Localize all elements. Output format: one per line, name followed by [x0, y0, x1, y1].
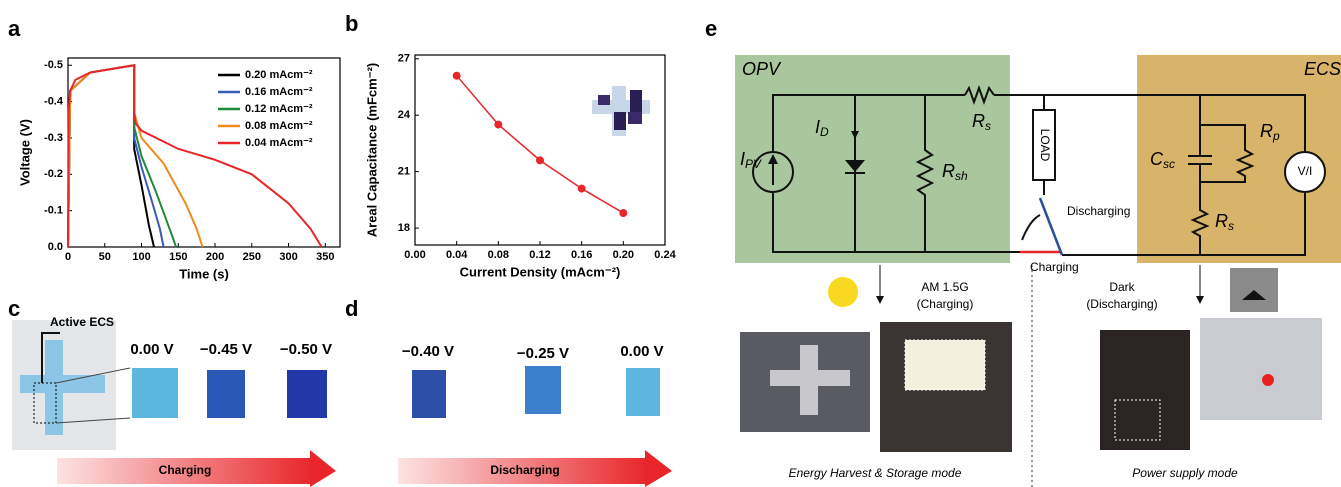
- y-tick-label: 18: [398, 222, 410, 234]
- panel-label: b: [345, 11, 358, 36]
- y-tick-label: 0.0: [48, 241, 63, 253]
- x-tick-label: 0.12: [529, 249, 550, 261]
- x-tick-label: 50: [99, 251, 111, 263]
- switch-label: Discharging: [1067, 204, 1130, 218]
- x-tick-label: 300: [279, 251, 297, 263]
- led: [1262, 374, 1274, 386]
- swatch: [287, 370, 327, 418]
- legend-label: 0.20 mAcm⁻²: [245, 69, 313, 81]
- voltage-label: 0.00 V: [130, 341, 173, 358]
- photo-detail: [905, 340, 985, 390]
- photo-detail: [800, 345, 818, 415]
- y-tick-label: -0.1: [44, 205, 63, 217]
- condition-label: AM 1.5G: [921, 280, 968, 294]
- data-point: [494, 121, 502, 129]
- y-tick-label: -0.5: [44, 59, 63, 71]
- x-axis-label: Current Density (mAcm⁻²): [460, 264, 621, 279]
- panel-label: a: [8, 16, 21, 41]
- x-tick-label: 200: [206, 251, 224, 263]
- voltage-label: −0.50 V: [280, 341, 332, 358]
- panel-label: d: [345, 296, 358, 321]
- legend-label: 0.08 mAcm⁻²: [245, 120, 313, 132]
- x-tick-label: 100: [132, 251, 150, 263]
- photo-detail: [45, 340, 63, 435]
- voltage-label: −0.25 V: [517, 345, 569, 362]
- voltage-label: 0.00 V: [620, 343, 663, 360]
- region-label: OPV: [742, 59, 782, 79]
- mode-label: Energy Harvest & Storage mode: [789, 466, 962, 480]
- photo: [1200, 318, 1322, 420]
- x-axis-label: Time (s): [179, 266, 229, 281]
- x-tick-label: 0.04: [446, 249, 468, 261]
- legend-label: 0.12 mAcm⁻²: [245, 103, 313, 115]
- x-tick-label: 250: [243, 251, 261, 263]
- arrow-head: [1196, 296, 1204, 304]
- arrow-label: Charging: [159, 463, 212, 477]
- data-line: [68, 65, 176, 247]
- arrow-label: Discharging: [490, 463, 559, 477]
- swatch: [525, 366, 561, 414]
- y-axis-label: Areal Capacitance (mFcm⁻²): [364, 63, 379, 237]
- condition-label: Dark: [1109, 280, 1135, 294]
- data-line: [68, 65, 164, 247]
- sun: [828, 277, 858, 307]
- voltage-label: −0.45 V: [200, 341, 252, 358]
- x-tick-label: 0.00: [404, 249, 425, 261]
- data-point: [536, 156, 544, 164]
- mode-label: Power supply mode: [1132, 466, 1238, 480]
- swatch: [132, 368, 178, 418]
- circuit-label: V/I: [1298, 164, 1313, 178]
- y-axis-label: Voltage (V): [17, 119, 32, 186]
- swatch: [626, 368, 660, 416]
- x-tick-label: 0.08: [488, 249, 509, 261]
- legend-label: 0.16 mAcm⁻²: [245, 86, 313, 98]
- inset-photo: [592, 86, 650, 136]
- swatch: [207, 370, 245, 418]
- arrow-head: [876, 296, 884, 304]
- photo: [1100, 330, 1190, 450]
- y-tick-label: 24: [398, 109, 411, 121]
- panel-label: c: [8, 296, 20, 321]
- label: Active ECS: [50, 315, 114, 329]
- condition-label: (Discharging): [1086, 297, 1157, 311]
- y-tick-label: 27: [398, 53, 410, 65]
- arrow-head: [310, 450, 336, 487]
- x-tick-label: 0.20: [613, 249, 634, 261]
- x-tick-label: 150: [169, 251, 187, 263]
- swatch: [412, 370, 446, 418]
- data-point: [578, 185, 586, 193]
- y-tick-label: -0.3: [44, 132, 63, 144]
- arrow-head: [645, 450, 672, 487]
- y-tick-label: 21: [398, 166, 410, 178]
- y-tick-label: -0.2: [44, 168, 63, 180]
- switch-label: Charging: [1030, 260, 1079, 274]
- data-point: [619, 209, 627, 217]
- circuit-label: LOAD: [1038, 129, 1052, 162]
- plot-frame: [415, 55, 665, 245]
- voltage-label: −0.40 V: [402, 343, 454, 360]
- figure: a b c d e Active ECS 0.00 V −0.45 V −0.5…: [0, 0, 1341, 487]
- condition-label: (Charging): [917, 297, 974, 311]
- x-tick-label: 0.24: [654, 249, 676, 261]
- y-tick-label: -0.4: [44, 96, 64, 108]
- x-tick-label: 0: [65, 251, 71, 263]
- data-point: [453, 72, 461, 80]
- legend-label: 0.04 mAcm⁻²: [245, 137, 313, 149]
- panel-label: e: [705, 16, 717, 41]
- opv-region: [735, 55, 1010, 263]
- x-tick-label: 350: [316, 251, 334, 263]
- x-tick-label: 0.16: [571, 249, 592, 261]
- region-label: ECS: [1304, 59, 1341, 79]
